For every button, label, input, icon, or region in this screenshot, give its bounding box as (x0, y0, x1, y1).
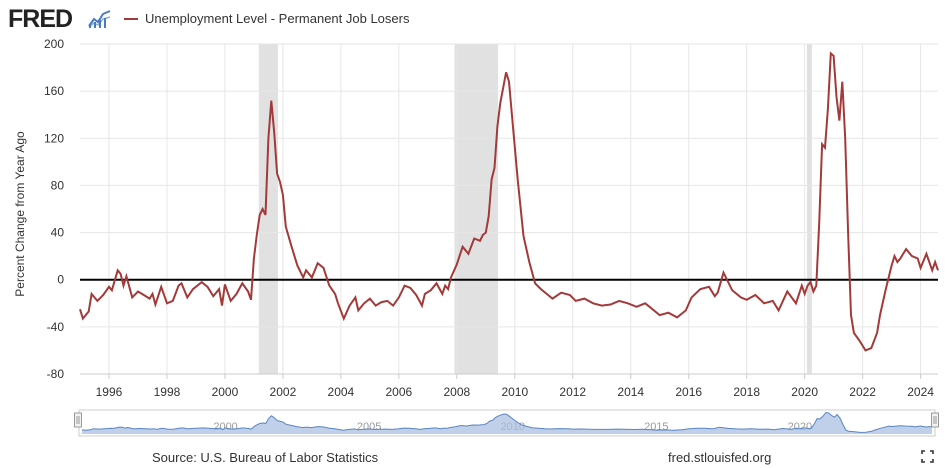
x-tick-label: 1998 (154, 385, 181, 399)
recession-band (454, 44, 498, 374)
fred-logo-graph-icon (88, 10, 111, 28)
x-tick-label: 1996 (96, 385, 123, 399)
x-tick-label: 2000 (212, 385, 239, 399)
y-tick-label: -80 (47, 367, 65, 381)
navigator-line (81, 412, 933, 433)
range-navigator[interactable]: 20002005201020152020 (74, 409, 939, 437)
recession-shading (258, 44, 812, 374)
x-axis-ticks: 1996 1998 2000 2002 2004 2006 2008 2010 2012 2014… (80, 373, 938, 399)
y-tick-label: 0 (57, 273, 64, 287)
y-tick-label: 120 (44, 131, 64, 145)
fred-logo[interactable]: FRED (8, 5, 73, 33)
header: FRED Unemployment Level - Permanent Job … (0, 0, 951, 36)
legend[interactable]: Unemployment Level - Permanent Job Loser… (124, 11, 409, 26)
source-note: Source: U.S. Bureau of Labor Statistics (152, 450, 379, 465)
x-tick-label: 2024 (907, 385, 934, 399)
y-tick-label: 40 (51, 226, 65, 240)
legend-label: Unemployment Level - Permanent Job Loser… (145, 11, 410, 26)
navigator-left-handle[interactable] (74, 412, 82, 428)
y-tick-label: 80 (51, 178, 65, 192)
x-tick-label: 2016 (675, 385, 702, 399)
y-tick-label: -40 (47, 320, 65, 334)
x-tick-label: 2002 (270, 385, 297, 399)
y-axis-ticks: -80 -40 0 40 80 120 160 200 (44, 37, 64, 381)
x-tick-label: 2012 (559, 385, 586, 399)
source-url-link[interactable]: fred.stlouisfed.org (668, 450, 772, 465)
x-tick-label: 2004 (328, 385, 355, 399)
navigator-right-handle[interactable] (931, 412, 939, 428)
fullscreen-icon[interactable] (921, 450, 934, 463)
recession-band (806, 44, 812, 374)
y-tick-label: 200 (44, 37, 64, 51)
series-line[interactable] (79, 51, 939, 352)
x-tick-label: 2020 (791, 385, 818, 399)
navigator-area (82, 412, 932, 434)
x-tick-label: 2010 (501, 385, 528, 399)
x-tick-label: 2014 (617, 385, 644, 399)
x-tick-label: 2006 (385, 385, 412, 399)
y-tick-label: 160 (44, 84, 64, 98)
x-tick-label: 2022 (849, 385, 876, 399)
y-axis-label: Percent Change from Year Ago (13, 131, 27, 297)
x-tick-label: 2008 (443, 385, 470, 399)
legend-swatch (124, 17, 138, 20)
x-tick-label: 2018 (733, 385, 760, 399)
